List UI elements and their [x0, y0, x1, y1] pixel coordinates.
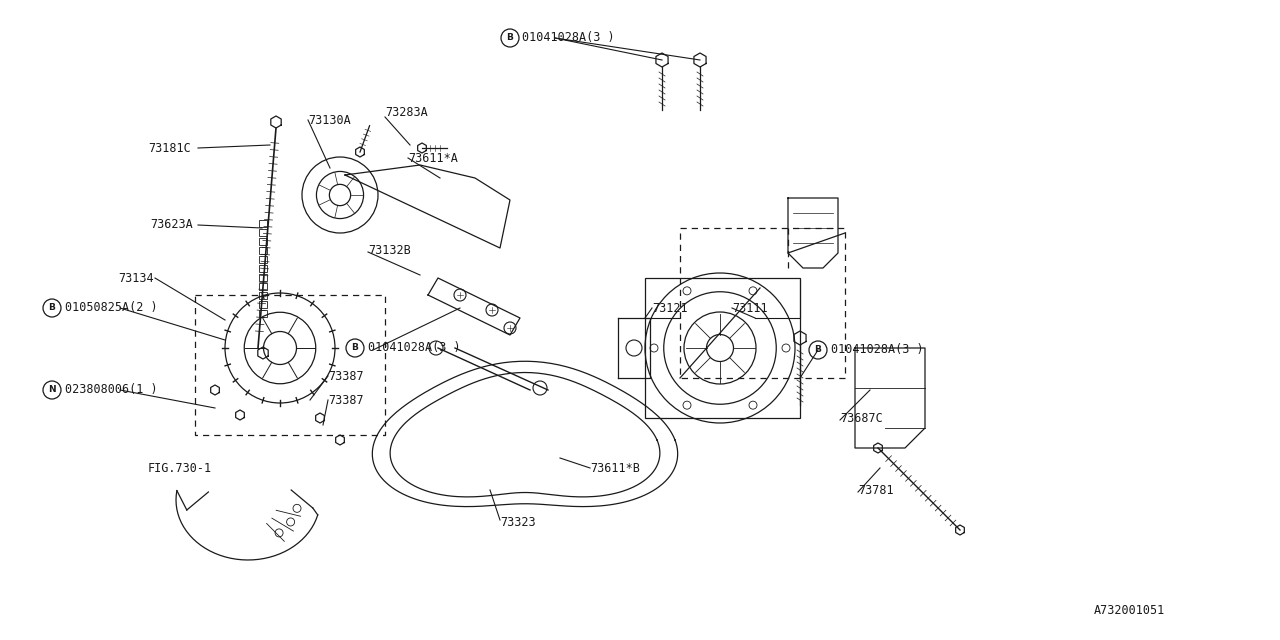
Text: 73687C: 73687C [840, 412, 883, 424]
Text: 01041028A(3 ): 01041028A(3 ) [831, 344, 924, 356]
Text: 01041028A(3 ): 01041028A(3 ) [522, 31, 614, 45]
Text: 023808006(1 ): 023808006(1 ) [65, 383, 157, 397]
Text: 73121: 73121 [652, 301, 687, 314]
Text: 73134: 73134 [118, 271, 154, 285]
Bar [259, 265, 268, 272]
Text: FIG.730-1: FIG.730-1 [148, 461, 212, 474]
Text: B: B [352, 344, 358, 353]
Text: B: B [814, 346, 822, 355]
Bar [259, 220, 268, 227]
Text: 73387: 73387 [328, 394, 364, 406]
Text: 73781: 73781 [858, 483, 893, 497]
Text: 73132B: 73132B [369, 243, 411, 257]
Text: 01041028A(3 ): 01041028A(3 ) [369, 342, 461, 355]
Bar [259, 283, 268, 290]
Text: B: B [49, 303, 55, 312]
Bar [259, 256, 268, 263]
Bar [259, 310, 268, 317]
Text: 73611*B: 73611*B [590, 461, 640, 474]
Bar [259, 301, 268, 308]
Text: 73130A: 73130A [308, 113, 351, 127]
Text: 73611*A: 73611*A [408, 152, 458, 164]
Text: 73181C: 73181C [148, 141, 191, 154]
Text: B: B [507, 33, 513, 42]
Bar [259, 274, 268, 281]
Text: 01050825A(2 ): 01050825A(2 ) [65, 301, 157, 314]
Bar [259, 292, 268, 299]
Text: 73283A: 73283A [385, 106, 428, 120]
Text: 73623A: 73623A [150, 218, 193, 232]
Bar [259, 247, 268, 254]
Bar [259, 229, 268, 236]
Text: 73323: 73323 [500, 515, 535, 529]
Text: 73387: 73387 [328, 369, 364, 383]
Text: 73111: 73111 [732, 301, 768, 314]
Text: A732001051: A732001051 [1093, 604, 1165, 616]
Text: N: N [49, 385, 56, 394]
Bar [259, 238, 268, 245]
